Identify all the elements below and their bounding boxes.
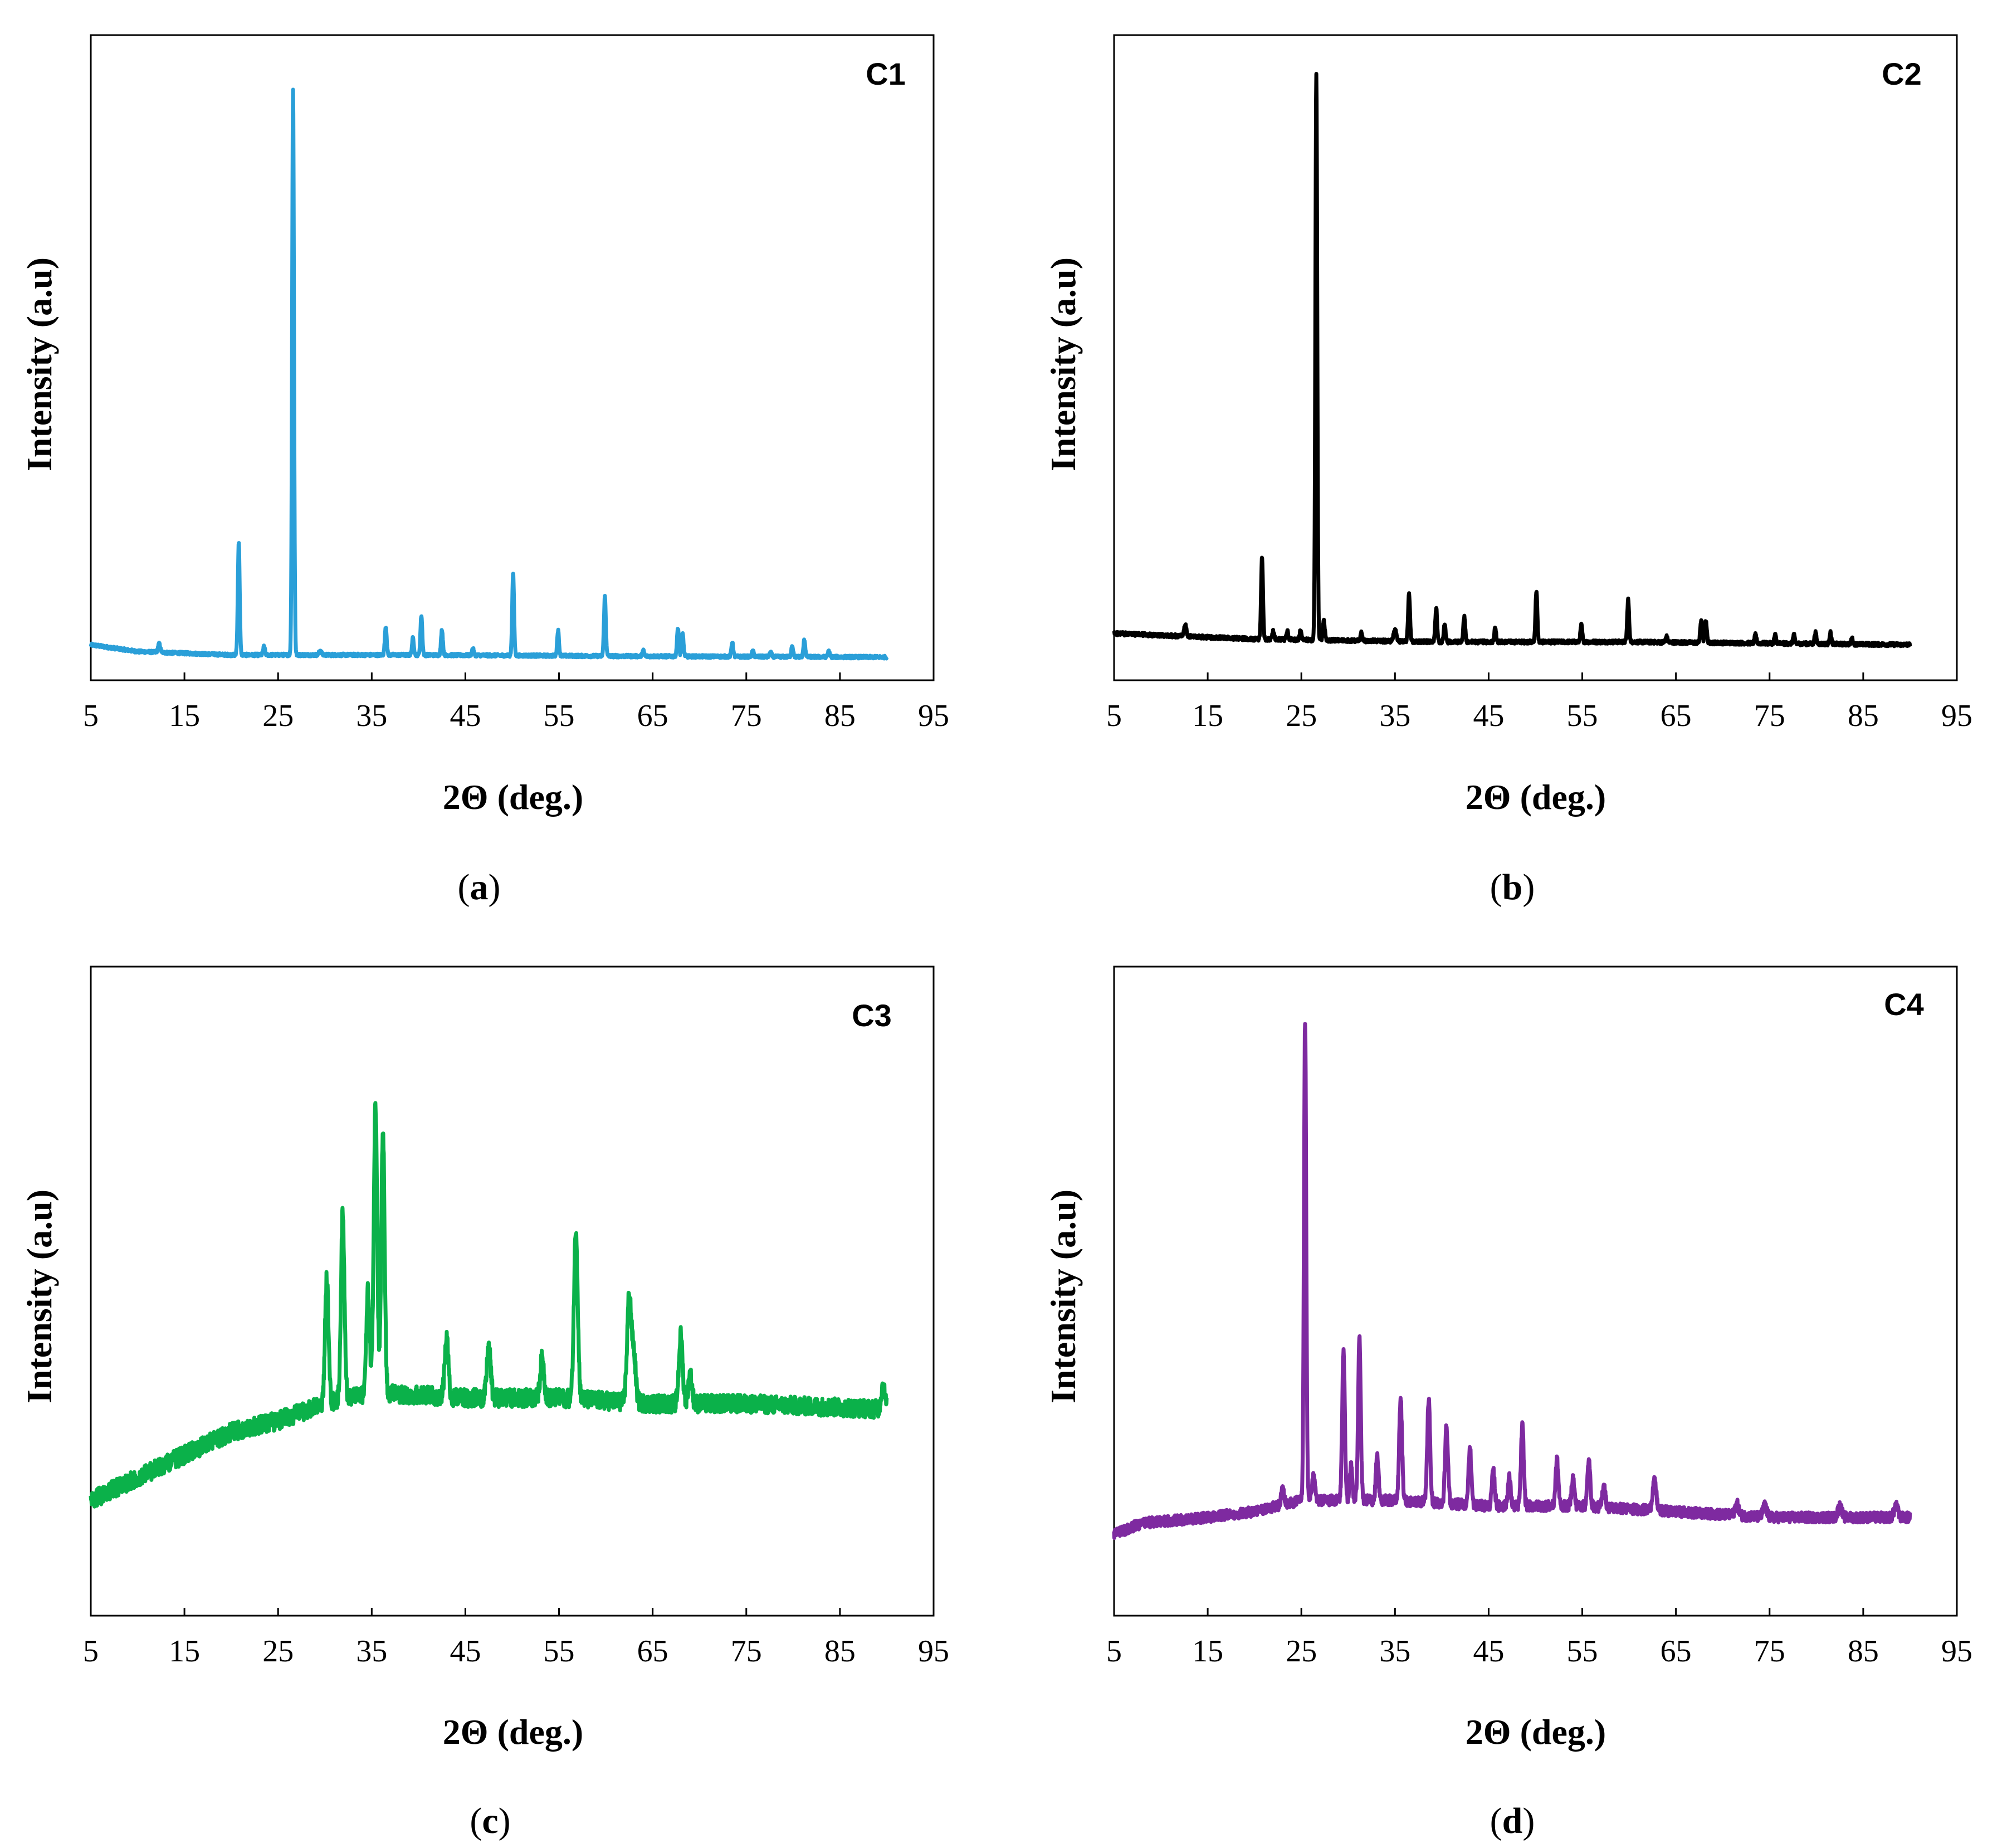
x-tick-label: 15 xyxy=(1192,1634,1223,1669)
caption-letter-c: c xyxy=(482,1801,498,1841)
x-ticks: 5 15 25 35 45 55 65 75 85 95 xyxy=(83,1608,949,1669)
x-tick-label: 35 xyxy=(1379,1634,1410,1669)
x-tick-label: 5 xyxy=(83,1634,99,1669)
x-ticks: 5 15 25 35 45 55 65 75 85 95 xyxy=(83,672,949,733)
x-tick-label: 25 xyxy=(262,699,294,733)
x-tick-label: 15 xyxy=(169,1634,200,1669)
panel-a: 5 15 25 35 45 55 65 75 85 95 C1 2Θ (deg.) Intensi… xyxy=(19,34,949,908)
caption-letter-d: d xyxy=(1502,1801,1523,1841)
x-tick-label: 65 xyxy=(637,699,668,733)
plot-frame xyxy=(1113,966,1958,1617)
panel-c: 5 15 25 35 45 55 65 75 85 95 C3 2Θ (deg.) Intensi… xyxy=(19,966,949,1841)
x-tick-label: 25 xyxy=(1286,1634,1317,1669)
x-tick-label: 45 xyxy=(450,1634,481,1669)
x-tick-label: 85 xyxy=(824,1634,856,1669)
x-axis-title: 2Θ (deg.) xyxy=(1466,1712,1606,1752)
x-tick-label: 85 xyxy=(1848,1634,1879,1669)
x-tick-label: 55 xyxy=(1567,699,1598,733)
series-line-c3 xyxy=(89,1101,889,1509)
x-tick-label: 75 xyxy=(731,699,762,733)
x-tick-label: 95 xyxy=(1941,699,1972,733)
x-tick-label: 45 xyxy=(450,699,481,733)
series-line-c2 xyxy=(1112,72,1912,648)
x-tick-label: 55 xyxy=(544,699,575,733)
x-tick-label: 75 xyxy=(731,1634,762,1669)
x-tick-label: 65 xyxy=(1661,699,1692,733)
x-tick-label: 95 xyxy=(1941,1634,1972,1669)
plot-frame xyxy=(90,966,935,1617)
panel-tag-c1: C1 xyxy=(866,56,906,91)
x-axis-title: 2Θ (deg.) xyxy=(443,777,583,817)
panel-tag-c3: C3 xyxy=(852,998,892,1033)
x-tick-label: 95 xyxy=(918,699,949,733)
x-tick-label: 5 xyxy=(1106,1634,1122,1669)
x-tick-label: 45 xyxy=(1473,699,1504,733)
x-tick-label: 25 xyxy=(1286,699,1317,733)
x-axis-title: 2Θ (deg.) xyxy=(443,1712,583,1752)
plot-frame xyxy=(1113,34,1958,681)
x-ticks: 5 15 25 35 45 55 65 75 85 95 xyxy=(1106,672,1972,733)
x-tick-label: 15 xyxy=(169,699,200,733)
panel-caption-c: (c) xyxy=(470,1801,510,1841)
panel-tag-c4: C4 xyxy=(1884,987,1924,1022)
y-axis-title: Intensity (a.u) xyxy=(19,1189,59,1403)
x-tick-label: 85 xyxy=(824,699,856,733)
y-axis-title: Intensity (a.u) xyxy=(1043,257,1083,471)
series-line-c4 xyxy=(1112,1022,1912,1540)
y-axis-title: Intensity (a.u) xyxy=(19,257,59,471)
x-tick-label: 65 xyxy=(1661,1634,1692,1669)
x-tick-label: 85 xyxy=(1848,699,1879,733)
x-tick-label: 35 xyxy=(356,699,387,733)
x-tick-label: 5 xyxy=(83,699,99,733)
plot-frame xyxy=(90,34,935,681)
x-axis-title: 2Θ (deg.) xyxy=(1466,777,1606,817)
x-tick-label: 5 xyxy=(1106,699,1122,733)
x-tick-label: 45 xyxy=(1473,1634,1504,1669)
panel-d: 5 15 25 35 45 55 65 75 85 95 C4 2Θ (deg.) Intensi… xyxy=(1043,966,1972,1841)
x-tick-label: 25 xyxy=(262,1634,294,1669)
x-tick-label: 75 xyxy=(1754,699,1785,733)
x-tick-label: 65 xyxy=(637,1634,668,1669)
x-tick-label: 15 xyxy=(1192,699,1223,733)
caption-letter-b: b xyxy=(1502,867,1523,908)
panel-tag-c2: C2 xyxy=(1882,56,1922,91)
x-tick-label: 35 xyxy=(1379,699,1410,733)
panel-b: 5 15 25 35 45 55 65 75 85 95 C2 2Θ (deg.) Intensi… xyxy=(1043,34,1972,908)
x-ticks: 5 15 25 35 45 55 65 75 85 95 xyxy=(1106,1608,1972,1669)
x-tick-label: 75 xyxy=(1754,1634,1785,1669)
x-tick-label: 35 xyxy=(356,1634,387,1669)
caption-letter-a: a xyxy=(470,867,489,908)
panel-caption-d: (d) xyxy=(1490,1801,1535,1841)
x-tick-label: 55 xyxy=(544,1634,575,1669)
panel-caption-a: (a) xyxy=(458,867,501,908)
y-axis-title: Intensity (a.u) xyxy=(1043,1189,1083,1403)
x-tick-label: 95 xyxy=(918,1634,949,1669)
series-line-c1 xyxy=(89,87,889,661)
panel-caption-b: (b) xyxy=(1490,867,1535,908)
x-tick-label: 55 xyxy=(1567,1634,1598,1669)
